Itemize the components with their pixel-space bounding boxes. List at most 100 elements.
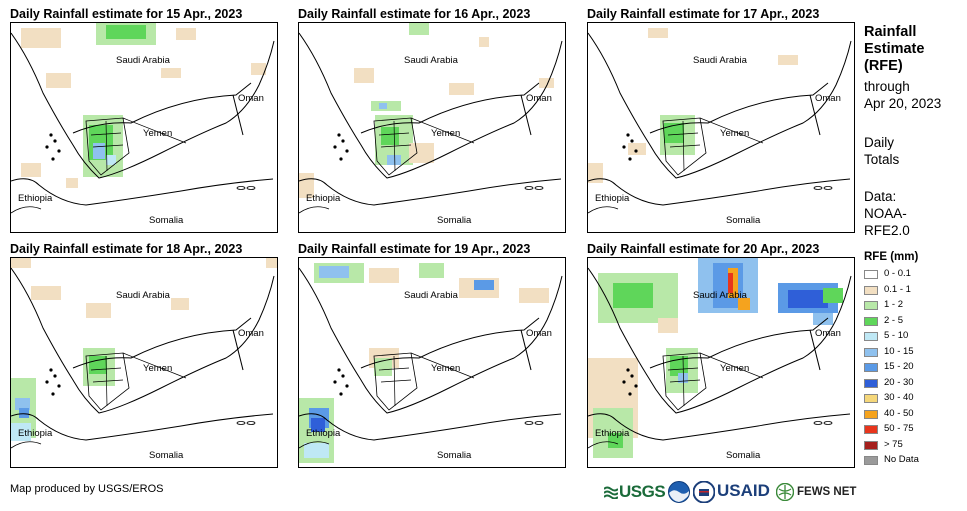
country-label-ethiopia: Ethiopia bbox=[306, 193, 341, 204]
coastline-boundary bbox=[410, 117, 475, 144]
rainfall-cell bbox=[21, 28, 61, 48]
island-mark bbox=[626, 133, 630, 137]
sidebar-data-line: NOAA- bbox=[864, 206, 907, 221]
country-label-ethiopia: Ethiopia bbox=[595, 428, 630, 439]
island-mark bbox=[333, 380, 337, 384]
legend-swatch bbox=[864, 378, 878, 388]
legend-swatch bbox=[864, 301, 878, 310]
rainfall-cell bbox=[658, 318, 678, 333]
rainfall-cell bbox=[474, 280, 494, 290]
country-label-saudi: Saudi Arabia bbox=[404, 55, 458, 66]
map: Saudi Arabia Oman Yemen Ethiopia Somalia bbox=[10, 22, 278, 233]
coastline-boundary bbox=[588, 267, 852, 414]
country-label-saudi: Saudi Arabia bbox=[404, 290, 458, 301]
legend-label: 10 - 15 bbox=[884, 345, 914, 357]
coastline-boundary bbox=[11, 206, 42, 214]
rainfall-cell bbox=[588, 163, 603, 183]
panel-title: Daily Rainfall estimate for 17 Apr., 202… bbox=[587, 7, 820, 21]
coastline-boundary bbox=[299, 441, 330, 449]
island-mark bbox=[51, 157, 55, 161]
legend-label: > 75 bbox=[884, 438, 903, 450]
rainfall-cell bbox=[176, 28, 196, 40]
island-mark bbox=[45, 380, 49, 384]
rainfall-cell bbox=[387, 155, 401, 165]
island-mark bbox=[337, 368, 341, 372]
legend-swatch bbox=[864, 456, 878, 465]
rainfall-cell bbox=[266, 258, 277, 268]
rainfall-cell bbox=[449, 83, 474, 95]
rainfall-cell bbox=[479, 37, 489, 47]
legend-label: No Data bbox=[884, 454, 919, 465]
country-label-oman: Oman bbox=[815, 93, 841, 104]
coastline-boundary bbox=[232, 329, 244, 371]
country-label-ethiopia: Ethiopia bbox=[306, 428, 341, 439]
island-mark bbox=[49, 368, 53, 372]
map: Saudi Arabia Oman Yemen Ethiopia Somalia bbox=[587, 22, 855, 233]
coastline-boundary bbox=[85, 117, 130, 176]
coastline-boundary bbox=[588, 32, 852, 179]
map-canvas bbox=[299, 263, 563, 463]
coastline-boundary bbox=[809, 329, 821, 371]
legend-swatch bbox=[864, 316, 878, 326]
island-mark bbox=[628, 392, 632, 396]
island-mark bbox=[246, 186, 256, 190]
map: Saudi Arabia Oman Yemen Ethiopia Somalia bbox=[10, 257, 278, 468]
rainfall-cell bbox=[161, 68, 181, 78]
fews-net-logo: FEWS NET bbox=[797, 486, 857, 498]
sidebar-through-line: through bbox=[864, 79, 910, 94]
rainfall-cell bbox=[539, 78, 554, 88]
rainfall-cell bbox=[374, 358, 392, 376]
island-mark bbox=[339, 157, 343, 161]
coastline-boundary bbox=[11, 413, 274, 441]
legend-label: 2 - 5 bbox=[884, 314, 904, 326]
rainfall-cell bbox=[419, 263, 444, 278]
legend-label: 30 - 40 bbox=[884, 392, 914, 403]
rainfall-cell bbox=[11, 423, 31, 441]
legend-swatch bbox=[864, 409, 878, 419]
coastline-boundary bbox=[588, 206, 619, 214]
rainfall-cell bbox=[628, 143, 646, 155]
rainfall-cell bbox=[19, 408, 29, 418]
island-mark bbox=[813, 421, 823, 425]
country-label-saudi: Saudi Arabia bbox=[693, 55, 747, 66]
country-label-somalia: Somalia bbox=[149, 450, 184, 461]
country-label-saudi: Saudi Arabia bbox=[116, 290, 170, 301]
sidebar-daily-line: Daily bbox=[864, 135, 895, 150]
coastline-boundary bbox=[90, 355, 124, 407]
coastline-boundary bbox=[699, 117, 764, 144]
legend-swatch bbox=[864, 425, 878, 434]
island-mark bbox=[823, 421, 833, 425]
country-label-oman: Oman bbox=[238, 93, 264, 104]
island-mark bbox=[337, 133, 341, 137]
sidebar-data-line: Data: bbox=[864, 189, 897, 204]
coastline-boundary bbox=[11, 441, 42, 449]
coastline-boundary bbox=[588, 413, 851, 441]
coastline-boundary bbox=[72, 82, 252, 134]
island-mark bbox=[53, 374, 57, 378]
coastline-boundary bbox=[662, 117, 707, 176]
legend-swatch bbox=[864, 363, 878, 372]
country-label-ethiopia: Ethiopia bbox=[18, 428, 53, 439]
country-label-saudi: Saudi Arabia bbox=[693, 290, 747, 301]
island-mark bbox=[634, 384, 638, 388]
coastline-boundary bbox=[122, 117, 187, 144]
country-label-saudi: Saudi Arabia bbox=[116, 55, 170, 66]
rainfall-cell bbox=[519, 288, 549, 303]
island-mark bbox=[236, 186, 246, 190]
legend-swatch bbox=[864, 332, 878, 341]
rainfall-cell bbox=[409, 23, 429, 35]
sidebar-title-line: Rainfall bbox=[864, 24, 917, 40]
country-label-yemen: Yemen bbox=[720, 128, 750, 139]
island-mark bbox=[813, 186, 823, 190]
coastline-boundary bbox=[649, 317, 829, 369]
island-mark bbox=[339, 392, 343, 396]
rainfall-cell bbox=[738, 298, 750, 310]
island-mark bbox=[57, 149, 61, 153]
sidebar-through: through Apr 20, 2023 bbox=[864, 78, 964, 112]
legend-label: 0.1 - 1 bbox=[884, 283, 911, 295]
country-label-yemen: Yemen bbox=[720, 363, 750, 374]
rainfall-cell bbox=[86, 303, 111, 318]
coastline-boundary bbox=[649, 82, 829, 134]
coastline-boundary bbox=[299, 178, 562, 206]
sidebar-title-line: Estimate bbox=[864, 41, 925, 57]
